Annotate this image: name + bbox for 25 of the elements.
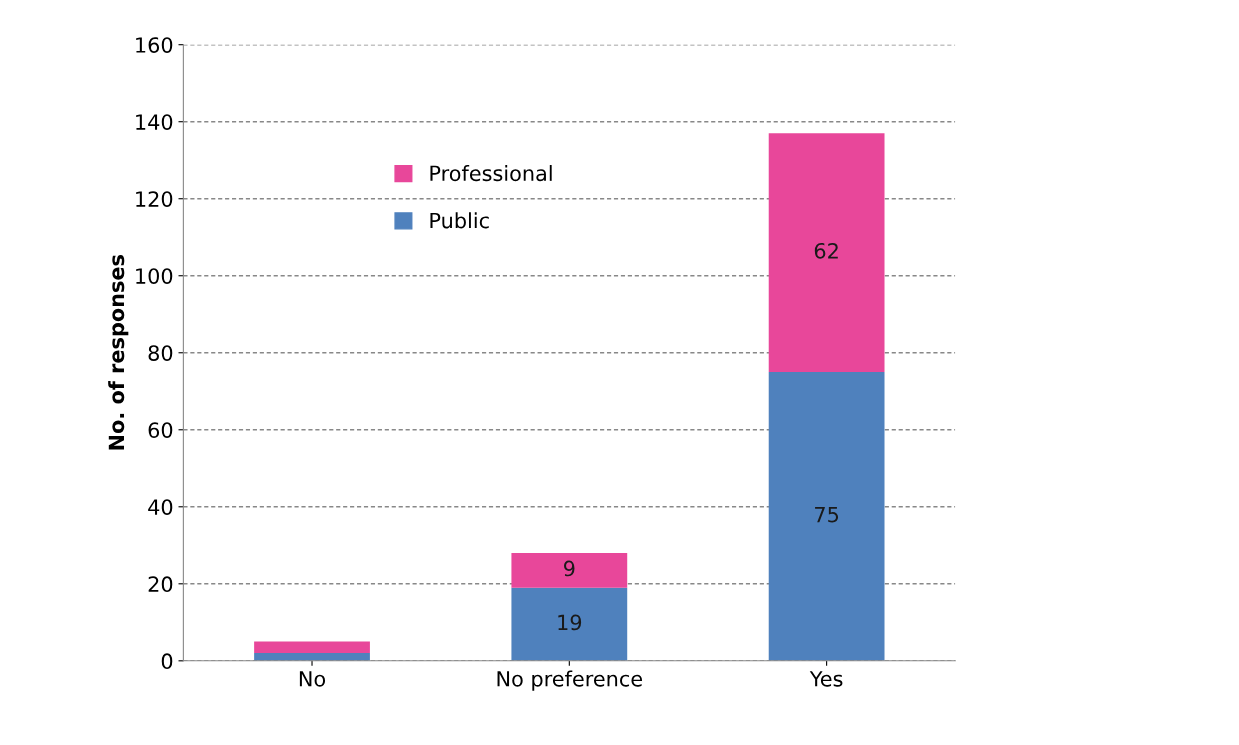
y-tick-label: 120 bbox=[136, 191, 173, 207]
data-label: 62 bbox=[814, 242, 838, 259]
y-axis-title: No. of responses bbox=[108, 255, 129, 450]
data-label: 19 bbox=[558, 614, 582, 631]
y-tick-label: 20 bbox=[148, 576, 173, 593]
bar bbox=[768, 133, 885, 373]
y-tick-label: 60 bbox=[148, 422, 173, 438]
x-tick-label: No preference bbox=[497, 670, 643, 691]
x-tick-label: No bbox=[299, 671, 326, 687]
legend-label: Professional bbox=[430, 165, 552, 182]
y-tick-label: 80 bbox=[148, 345, 173, 361]
bar bbox=[254, 641, 370, 654]
y-tick-label: 140 bbox=[136, 114, 173, 130]
x-tick-label: Yes bbox=[809, 671, 843, 687]
data-label: 75 bbox=[815, 506, 839, 523]
legend-label: Public bbox=[430, 212, 489, 229]
y-tick-label: 100 bbox=[136, 268, 173, 284]
y-tick-label: 0 bbox=[161, 653, 173, 670]
bar bbox=[511, 587, 628, 661]
y-tick-label: 40 bbox=[148, 499, 173, 515]
bar bbox=[254, 653, 370, 661]
y-tick-label: 160 bbox=[136, 37, 173, 53]
bar bbox=[768, 372, 885, 661]
bar bbox=[511, 552, 628, 588]
data-label: 9 bbox=[564, 560, 575, 577]
